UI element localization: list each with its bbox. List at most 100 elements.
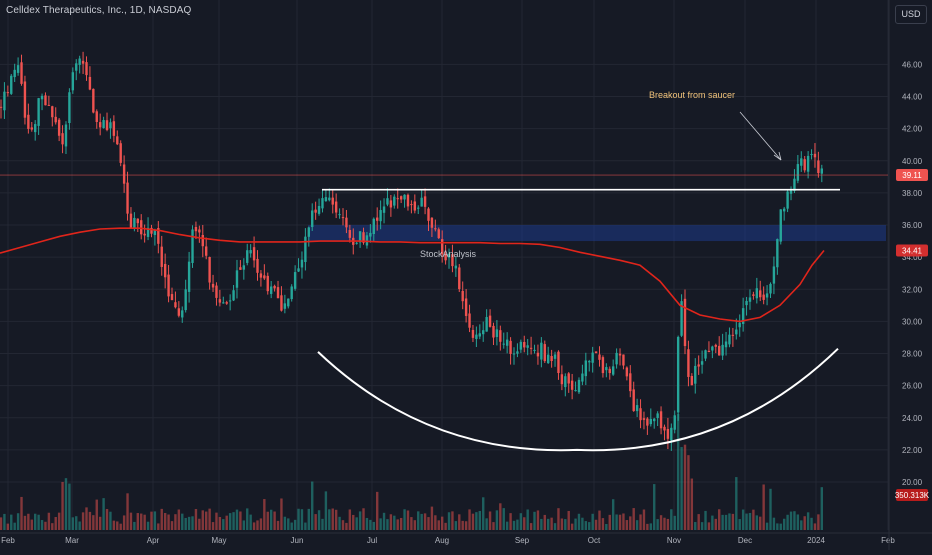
y-tick-label: 28.00 bbox=[902, 350, 923, 359]
volume-bar bbox=[150, 511, 153, 530]
volume-bar bbox=[697, 514, 700, 530]
currency-button[interactable]: USD bbox=[895, 5, 927, 24]
volume-bar bbox=[235, 509, 239, 530]
candle-body bbox=[78, 58, 81, 65]
volume-bar bbox=[410, 517, 413, 530]
volume-bar bbox=[707, 522, 711, 530]
y-tick-label: 38.00 bbox=[902, 189, 923, 198]
volume-bar bbox=[502, 508, 505, 530]
volume-bar bbox=[98, 516, 102, 530]
candle-body bbox=[629, 373, 632, 392]
volume-bar bbox=[68, 483, 71, 530]
volume-bar bbox=[273, 511, 276, 530]
candle-body bbox=[321, 198, 324, 209]
candle-body bbox=[581, 373, 584, 382]
candle-body bbox=[659, 411, 663, 429]
candle-body bbox=[547, 354, 550, 364]
candle-body bbox=[762, 294, 765, 300]
candle-body bbox=[205, 246, 208, 256]
candle-body bbox=[116, 136, 119, 145]
volume-bar bbox=[321, 518, 324, 530]
volume-bar bbox=[167, 514, 170, 530]
candle-body bbox=[75, 63, 78, 71]
candle-body bbox=[246, 250, 249, 263]
candle-body bbox=[146, 227, 150, 237]
candle-body bbox=[163, 263, 167, 278]
candle-body bbox=[81, 60, 85, 64]
volume-bar bbox=[718, 509, 721, 530]
y-tick-label: 32.00 bbox=[902, 285, 923, 294]
volume-bar bbox=[635, 520, 639, 530]
candle-body bbox=[358, 231, 362, 243]
candle-body bbox=[273, 285, 276, 289]
candle-body bbox=[417, 207, 420, 209]
candle-body bbox=[88, 76, 92, 90]
candle-body bbox=[735, 329, 738, 335]
last-price-badge: 39.11 bbox=[902, 171, 922, 180]
candle-body bbox=[505, 339, 509, 346]
volume-bar bbox=[413, 520, 417, 530]
candle-body bbox=[280, 295, 283, 311]
candle-body bbox=[297, 268, 300, 272]
candle-body bbox=[499, 330, 502, 342]
volume-bar bbox=[92, 515, 95, 530]
candle-body bbox=[68, 92, 71, 124]
volume-bar bbox=[16, 513, 20, 530]
volume-bar bbox=[160, 508, 163, 530]
volume-bar bbox=[389, 514, 393, 530]
candle-body bbox=[232, 290, 235, 301]
candle-body bbox=[153, 230, 157, 236]
volume-bar bbox=[47, 512, 51, 530]
last-price-badge-bg bbox=[896, 169, 928, 182]
volume-bar bbox=[105, 509, 109, 530]
candle-body bbox=[509, 340, 512, 354]
volume-bar bbox=[143, 514, 146, 530]
y-tick-label: 26.00 bbox=[902, 382, 923, 391]
x-tick-label: Jun bbox=[291, 536, 304, 545]
volume-bar bbox=[345, 522, 348, 530]
volume-bar bbox=[608, 514, 611, 530]
volume-bar bbox=[266, 511, 269, 530]
candle-body bbox=[283, 303, 287, 309]
volume-bar bbox=[331, 508, 334, 530]
candle-body bbox=[304, 236, 307, 263]
chart-title: Celldex Therapeutics, Inc., 1D, NASDAQ bbox=[6, 5, 192, 16]
candle-body bbox=[567, 373, 570, 384]
candle-body bbox=[697, 364, 700, 367]
volume-bar bbox=[724, 514, 728, 530]
candle-body bbox=[533, 349, 536, 351]
candle-body bbox=[362, 232, 365, 243]
candle-body bbox=[782, 208, 786, 212]
volume-bar bbox=[352, 514, 355, 530]
candle-body bbox=[451, 254, 454, 267]
candle-body bbox=[119, 143, 122, 163]
volume-bar bbox=[471, 513, 475, 530]
volume-bar bbox=[519, 513, 523, 530]
volume-bar bbox=[208, 508, 211, 530]
candle-body bbox=[218, 299, 222, 303]
candle-body bbox=[598, 354, 601, 360]
candle-body bbox=[461, 290, 464, 302]
volume-bar bbox=[37, 514, 40, 530]
volume-bar bbox=[3, 513, 6, 530]
candlesticks[interactable] bbox=[0, 51, 823, 451]
candle-body bbox=[536, 352, 540, 357]
volume-bar bbox=[259, 518, 263, 530]
volume-bar bbox=[440, 516, 444, 530]
candle-body bbox=[458, 267, 461, 290]
candle-body bbox=[328, 197, 331, 201]
candle-body bbox=[560, 374, 564, 385]
candle-body bbox=[112, 121, 116, 136]
volume-bar bbox=[95, 499, 98, 530]
candle-body bbox=[769, 283, 772, 294]
candle-body bbox=[85, 62, 88, 76]
volume-bar bbox=[85, 507, 88, 530]
candle-body bbox=[813, 153, 817, 158]
y-tick-label: 36.00 bbox=[902, 221, 923, 230]
candle-body bbox=[772, 266, 776, 284]
volume-bar bbox=[317, 510, 321, 530]
volume-bar bbox=[23, 515, 27, 530]
volume-bar bbox=[711, 515, 714, 530]
volume-bar bbox=[817, 514, 820, 530]
